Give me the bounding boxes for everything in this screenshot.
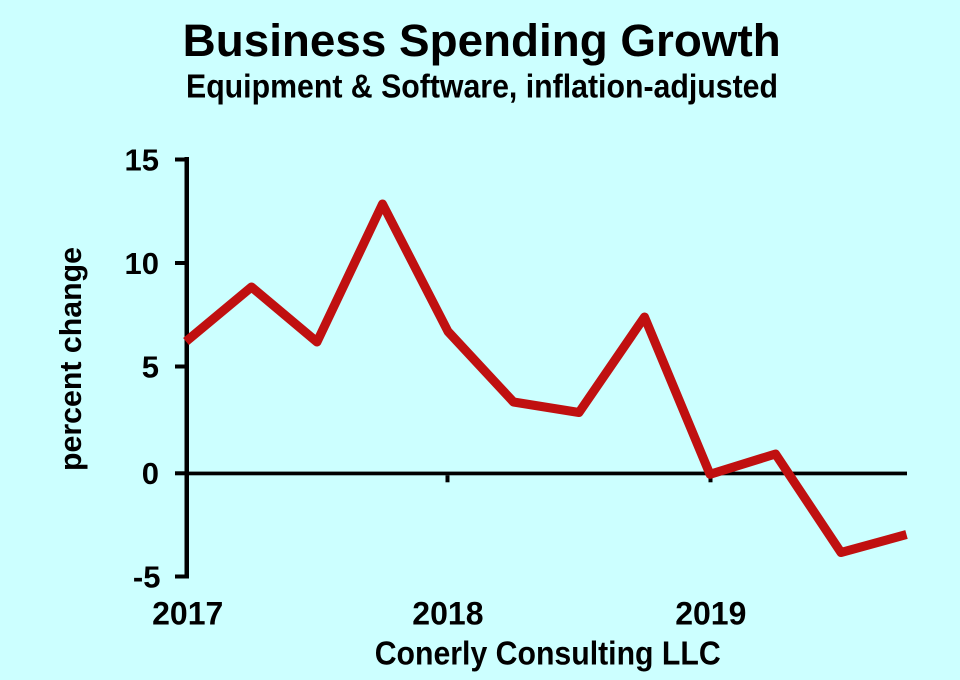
svg-text:Business Spending Growth: Business Spending Growth: [183, 15, 781, 66]
svg-text:-5: -5: [133, 560, 161, 595]
svg-text:0: 0: [142, 456, 159, 491]
svg-text:2018: 2018: [412, 596, 483, 632]
svg-text:10: 10: [125, 246, 159, 281]
svg-text:2019: 2019: [675, 596, 746, 632]
svg-text:2017: 2017: [152, 596, 223, 632]
svg-text:Equipment & Software, inflatio: Equipment & Software, inflation-adjusted: [186, 68, 778, 105]
svg-text:5: 5: [142, 350, 159, 385]
svg-text:percent change: percent change: [53, 247, 88, 471]
svg-text:15: 15: [125, 143, 159, 178]
svg-text:Conerly Consulting LLC: Conerly Consulting LLC: [375, 635, 721, 672]
